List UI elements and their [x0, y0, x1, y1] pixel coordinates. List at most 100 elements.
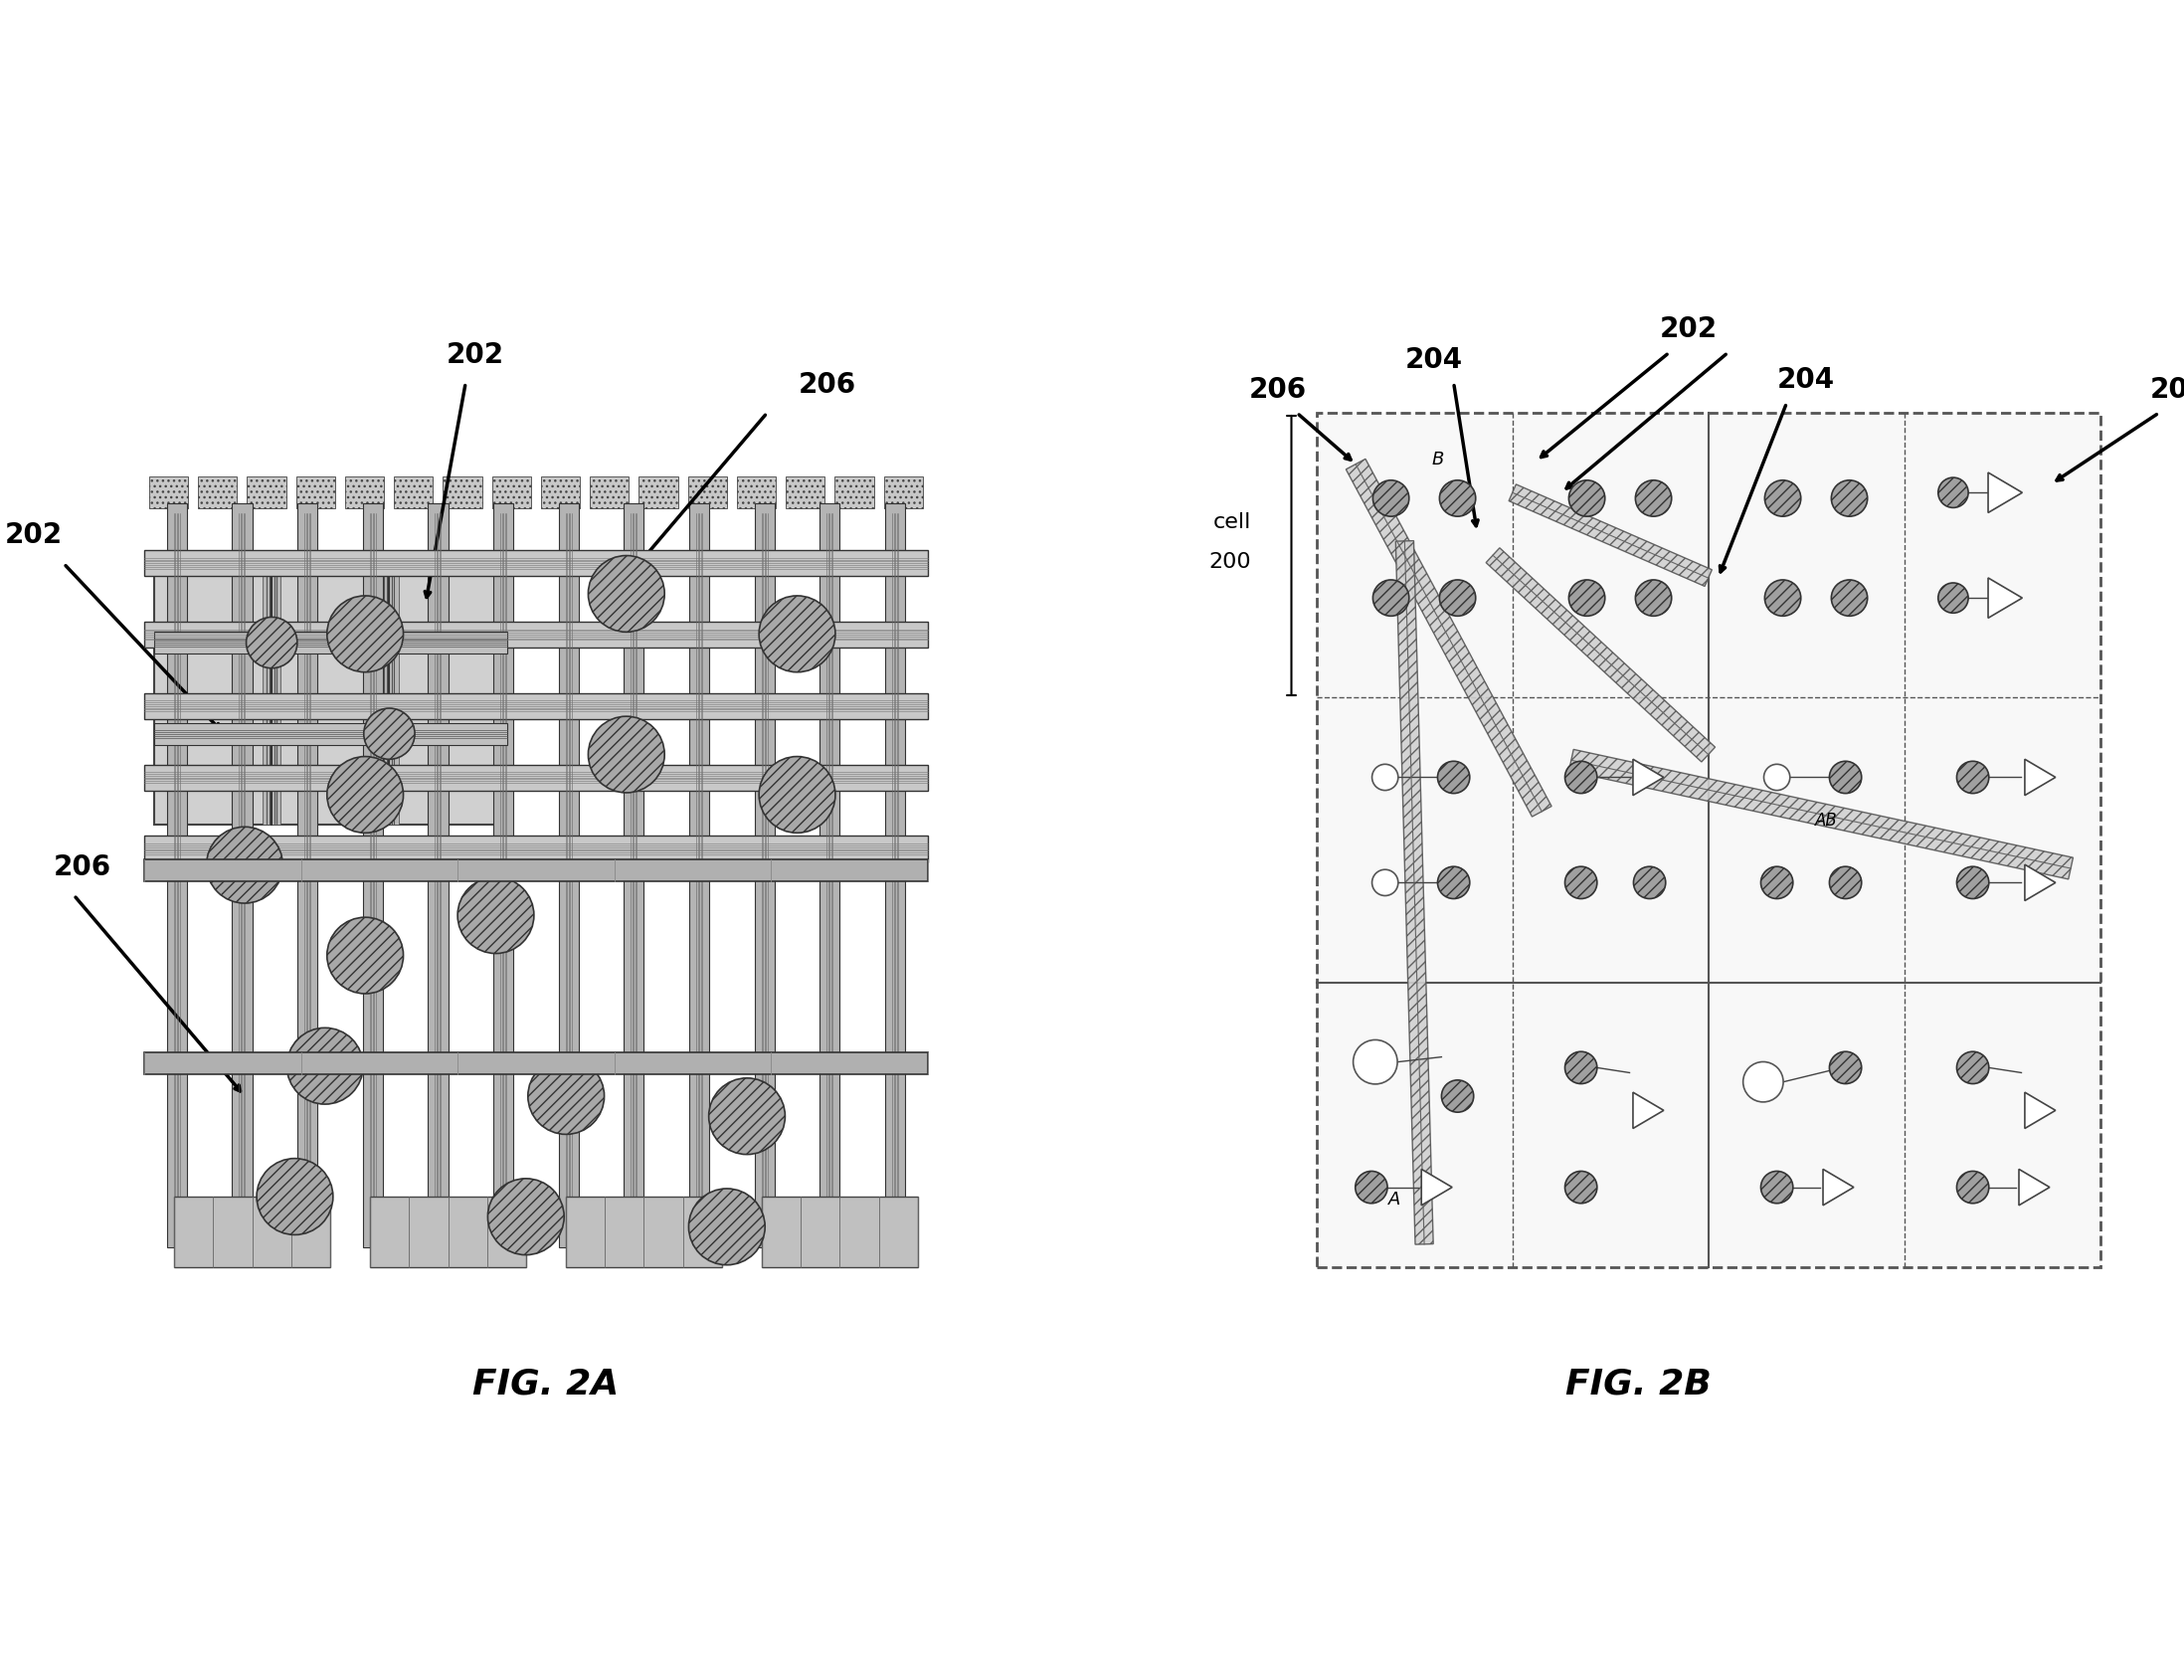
Text: 206: 206: [55, 853, 111, 880]
Circle shape: [365, 709, 415, 759]
Circle shape: [328, 596, 404, 672]
FancyBboxPatch shape: [247, 477, 286, 509]
Polygon shape: [2025, 759, 2055, 795]
FancyBboxPatch shape: [885, 504, 904, 1247]
Circle shape: [1832, 480, 1867, 516]
FancyBboxPatch shape: [491, 477, 531, 509]
Circle shape: [1437, 761, 1470, 793]
FancyBboxPatch shape: [688, 477, 727, 509]
FancyBboxPatch shape: [819, 504, 841, 1247]
Text: B: B: [1433, 450, 1444, 469]
Polygon shape: [2025, 865, 2055, 900]
Circle shape: [1636, 580, 1671, 617]
FancyBboxPatch shape: [297, 504, 317, 1247]
FancyBboxPatch shape: [262, 551, 282, 825]
Polygon shape: [1422, 1169, 1452, 1205]
FancyBboxPatch shape: [232, 504, 251, 1247]
Polygon shape: [2018, 1169, 2049, 1205]
FancyBboxPatch shape: [753, 504, 775, 1247]
FancyBboxPatch shape: [762, 1196, 917, 1267]
FancyBboxPatch shape: [144, 622, 928, 648]
Text: 204: 204: [1404, 346, 1463, 373]
Polygon shape: [1987, 578, 2022, 618]
Polygon shape: [2025, 1092, 2055, 1129]
Circle shape: [1374, 580, 1409, 617]
FancyBboxPatch shape: [690, 504, 710, 1247]
FancyBboxPatch shape: [144, 692, 928, 719]
Circle shape: [1760, 1171, 1793, 1203]
Polygon shape: [1634, 1092, 1664, 1129]
FancyBboxPatch shape: [542, 477, 581, 509]
FancyBboxPatch shape: [155, 551, 507, 825]
FancyBboxPatch shape: [494, 504, 513, 1247]
Circle shape: [1830, 761, 1861, 793]
Circle shape: [1636, 480, 1671, 516]
Circle shape: [587, 716, 664, 793]
FancyBboxPatch shape: [786, 477, 826, 509]
Circle shape: [258, 1159, 332, 1235]
Circle shape: [1374, 480, 1409, 516]
Polygon shape: [1824, 1169, 1854, 1205]
Circle shape: [760, 756, 834, 833]
Polygon shape: [1345, 459, 1551, 816]
FancyBboxPatch shape: [443, 477, 483, 509]
Circle shape: [1566, 1171, 1597, 1203]
FancyBboxPatch shape: [736, 477, 775, 509]
Polygon shape: [1485, 548, 1714, 763]
Circle shape: [1354, 1040, 1398, 1084]
Text: 204: 204: [1778, 366, 1835, 393]
FancyBboxPatch shape: [393, 477, 432, 509]
Polygon shape: [1987, 472, 2022, 512]
FancyBboxPatch shape: [155, 632, 507, 654]
Circle shape: [286, 1028, 363, 1104]
Circle shape: [1566, 761, 1597, 793]
Circle shape: [688, 1188, 764, 1265]
Circle shape: [1830, 867, 1861, 899]
FancyBboxPatch shape: [363, 504, 382, 1247]
Text: FIG. 2B: FIG. 2B: [1566, 1368, 1710, 1401]
FancyBboxPatch shape: [144, 764, 928, 791]
FancyBboxPatch shape: [175, 1196, 330, 1267]
FancyBboxPatch shape: [166, 504, 188, 1247]
FancyBboxPatch shape: [371, 1196, 526, 1267]
Circle shape: [1765, 764, 1791, 790]
FancyBboxPatch shape: [144, 837, 928, 862]
FancyBboxPatch shape: [590, 477, 629, 509]
FancyBboxPatch shape: [559, 504, 579, 1247]
Circle shape: [328, 917, 404, 993]
Circle shape: [207, 827, 282, 904]
Circle shape: [1957, 761, 1990, 793]
FancyBboxPatch shape: [428, 504, 448, 1247]
FancyBboxPatch shape: [885, 477, 924, 509]
Circle shape: [1372, 764, 1398, 790]
Circle shape: [328, 756, 404, 833]
Circle shape: [1372, 870, 1398, 895]
FancyBboxPatch shape: [345, 477, 384, 509]
Circle shape: [1830, 1052, 1861, 1084]
Circle shape: [487, 1179, 563, 1255]
Circle shape: [1957, 1171, 1990, 1203]
Text: AB: AB: [1815, 811, 1837, 830]
Text: 202: 202: [448, 341, 505, 368]
FancyBboxPatch shape: [297, 477, 334, 509]
Text: 202: 202: [1660, 316, 1717, 343]
FancyBboxPatch shape: [625, 504, 644, 1247]
Circle shape: [529, 1058, 605, 1134]
Circle shape: [1957, 1052, 1990, 1084]
Circle shape: [1765, 480, 1802, 516]
FancyBboxPatch shape: [640, 477, 677, 509]
Circle shape: [1937, 583, 1968, 613]
Text: cell: cell: [1212, 512, 1251, 531]
Text: 200: 200: [1208, 553, 1251, 571]
Text: 206: 206: [799, 371, 856, 398]
Circle shape: [1634, 867, 1666, 899]
Circle shape: [587, 556, 664, 632]
Text: 206: 206: [1249, 376, 1306, 403]
Text: FIG. 2A: FIG. 2A: [472, 1368, 620, 1401]
Circle shape: [1743, 1062, 1784, 1102]
Circle shape: [1765, 580, 1802, 617]
Polygon shape: [1568, 749, 2073, 879]
FancyBboxPatch shape: [834, 477, 874, 509]
Circle shape: [1937, 477, 1968, 507]
Circle shape: [1568, 480, 1605, 516]
